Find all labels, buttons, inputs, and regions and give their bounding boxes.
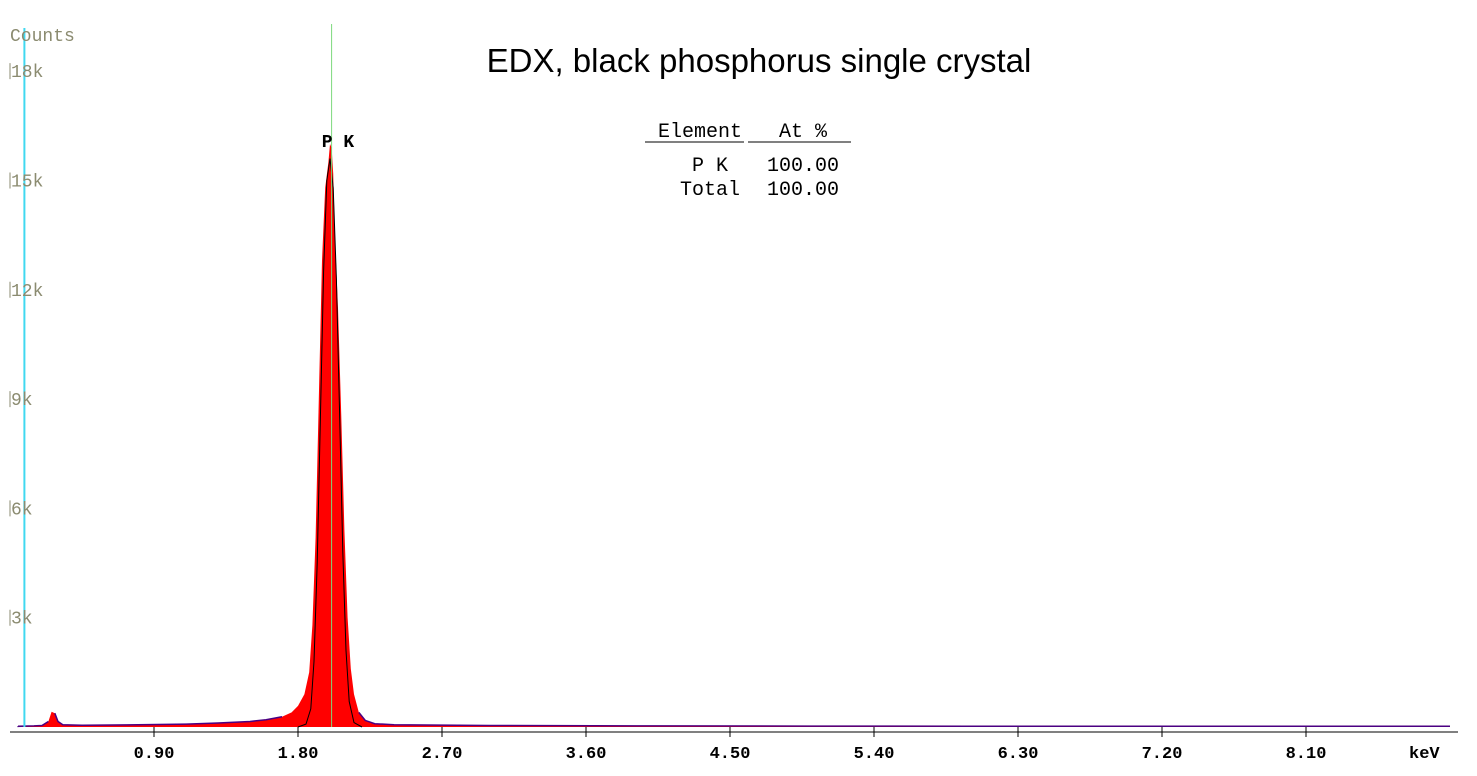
y-axis-label: Counts — [10, 27, 75, 47]
x-tick-label: 1.80 — [278, 745, 319, 764]
x-axis-label: keV — [1409, 745, 1440, 764]
quantification-table: Element At % P K 100.00 Total 100.00 — [645, 121, 851, 202]
y-tick-label: 15k — [11, 172, 43, 192]
spectrum-area — [18, 144, 1450, 727]
x-tick-label: 2.70 — [422, 745, 463, 764]
y-tick-label: 12k — [11, 282, 43, 302]
x-tick-label: 7.20 — [1142, 745, 1183, 764]
x-tick-label: 4.50 — [710, 745, 751, 764]
y-ticks: 3k 6k 9k 12k 15k 18k — [9, 63, 43, 630]
x-tick-label: 8.10 — [1286, 745, 1327, 764]
x-ticks: 0.90 1.80 2.70 3.60 4.50 5.40 6.30 7.20 8.10 — [134, 727, 1327, 764]
y-tick-label: 9k — [11, 391, 33, 411]
y-tick-label: 18k — [11, 63, 43, 83]
table-row-value: 100.00 — [767, 155, 839, 178]
x-tick-label: 0.90 — [134, 745, 175, 764]
x-tick-label: 3.60 — [566, 745, 607, 764]
table-header-element: Element — [658, 121, 742, 144]
x-tick-label: 5.40 — [854, 745, 895, 764]
table-row-element: P K — [692, 155, 728, 178]
spectrum-baseline — [17, 711, 1450, 728]
table-row-element: Total — [680, 179, 740, 202]
peak-fit-line — [297, 158, 363, 728]
y-tick-label: 3k — [11, 610, 33, 630]
y-tick-label: 6k — [11, 500, 33, 520]
table-row-value: 100.00 — [767, 179, 839, 202]
table-header-at-percent: At % — [779, 121, 828, 144]
x-tick-label: 6.30 — [998, 745, 1039, 764]
peak-label-pk: P K — [322, 133, 355, 153]
spectrum-layer — [17, 144, 1450, 728]
chart-title: EDX, black phosphorus single crystal — [487, 42, 1032, 79]
